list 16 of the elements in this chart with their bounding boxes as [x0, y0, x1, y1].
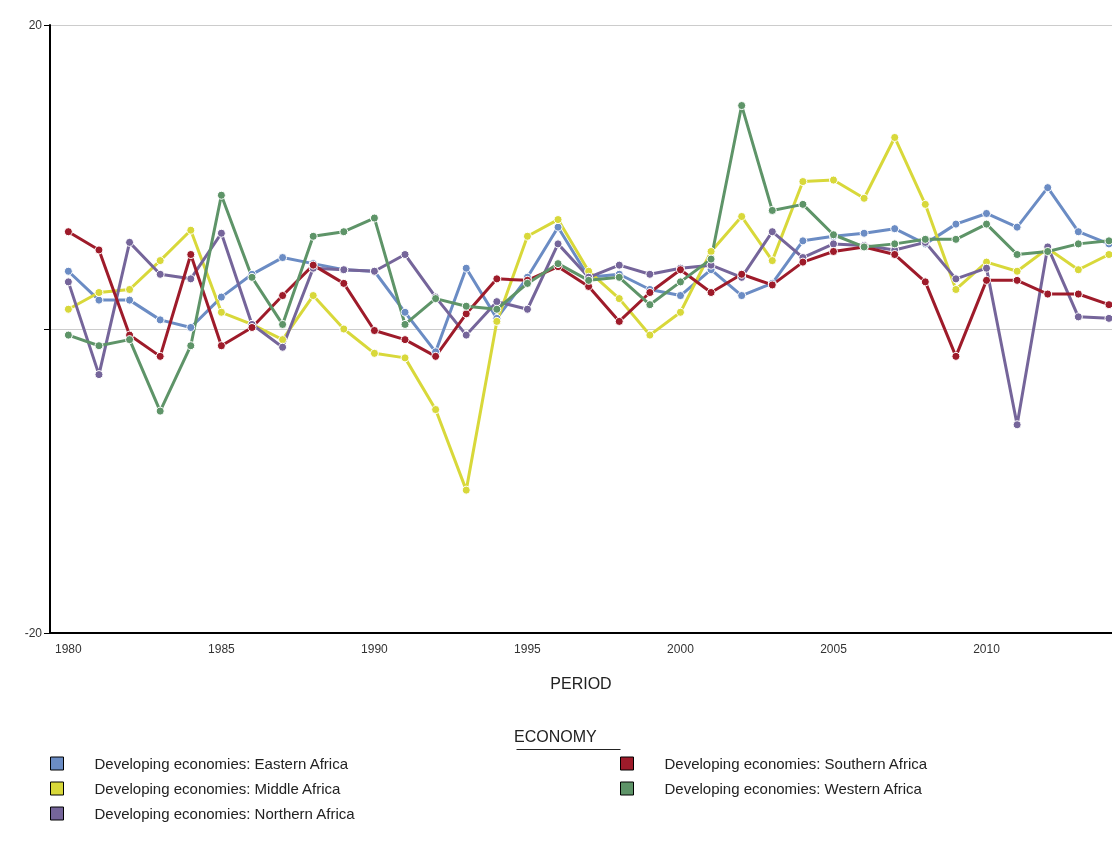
- y-tick-label: 20: [28, 18, 43, 32]
- x-tick-label: 1980: [55, 642, 83, 656]
- x-axis-title: PERIOD: [550, 674, 612, 692]
- legend-label: Developing economies: Middle Africa: [94, 780, 342, 797]
- legend-label: Developing economies: Eastern Africa: [94, 755, 349, 772]
- x-tick-label: 2000: [667, 642, 695, 656]
- x-tick-label: 2005: [820, 642, 848, 656]
- y-tick-label: -20: [24, 626, 43, 640]
- legend-label: Developing economies: Western Africa: [664, 780, 923, 797]
- legend-label: Developing economies: Southern Africa: [664, 755, 928, 772]
- x-tick-label: 1990: [361, 642, 389, 656]
- legend-title: ECONOMY: [514, 727, 597, 745]
- x-tick-label: 1995: [514, 642, 542, 656]
- x-tick-label: 2010: [973, 642, 1001, 656]
- x-tick-label: 1985: [208, 642, 236, 656]
- legend-label: Developing economies: Northern Africa: [94, 805, 356, 822]
